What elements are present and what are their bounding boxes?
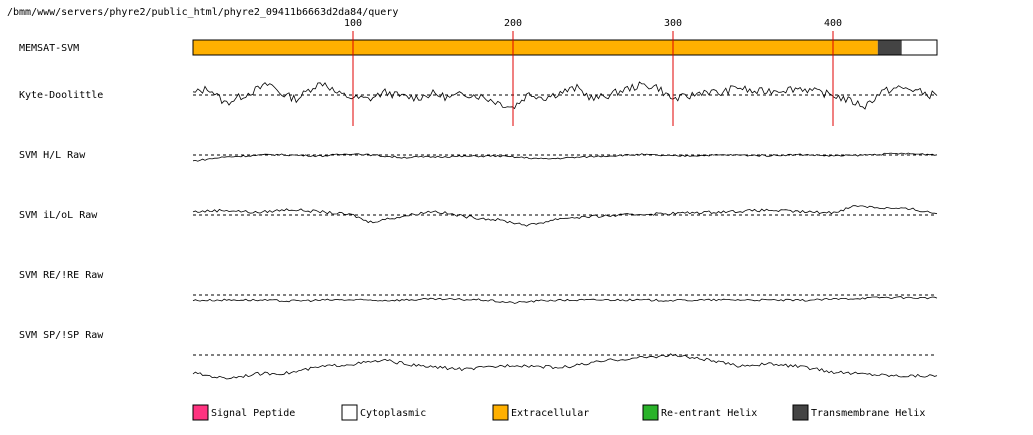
- memsat-segment: [877, 40, 902, 55]
- tick-label: 100: [344, 18, 362, 29]
- legend-swatch: [492, 404, 509, 421]
- tick-label: 200: [504, 18, 522, 29]
- svm-sp-isp-raw-label: SVM SP/!SP Raw: [19, 330, 104, 341]
- legend-label: Transmembrane Helix: [811, 408, 925, 419]
- kyte-doolittle-line: [192, 81, 938, 110]
- query-path: /bmm/www/servers/phyre2/public_html/phyr…: [7, 7, 398, 18]
- legend-label: Re-entrant Helix: [661, 408, 757, 419]
- svm-il-ol-raw-line: [192, 205, 938, 227]
- svm-hl-raw-label: SVM H/L Raw: [19, 150, 86, 161]
- memsat-segment: [901, 40, 937, 55]
- legend-label: Cytoplasmic: [360, 408, 426, 419]
- legend-swatch: [341, 404, 358, 421]
- svm-hl-raw-line: [192, 152, 938, 162]
- tick-label: 400: [824, 18, 842, 29]
- svm-il-ol-raw-label: SVM iL/oL Raw: [19, 210, 98, 221]
- legend-swatch: [792, 404, 809, 421]
- legend-label: Signal Peptide: [211, 408, 295, 419]
- legend-label: Extracellular: [511, 408, 589, 419]
- legend-swatch: [642, 404, 659, 421]
- svm-re-ire-raw-line: [192, 296, 938, 304]
- memsat-bar-border: [192, 39, 938, 56]
- memsat-segment: [193, 40, 878, 55]
- svm-sp-isp-raw-line: [192, 353, 938, 380]
- svm-re-ire-raw-label: SVM RE/!RE Raw: [19, 270, 104, 281]
- legend-swatch: [192, 404, 209, 421]
- kyte-doolittle-label: Kyte-Doolittle: [19, 90, 103, 101]
- tick-label: 300: [664, 18, 682, 29]
- memsat-label: MEMSAT-SVM: [19, 43, 79, 54]
